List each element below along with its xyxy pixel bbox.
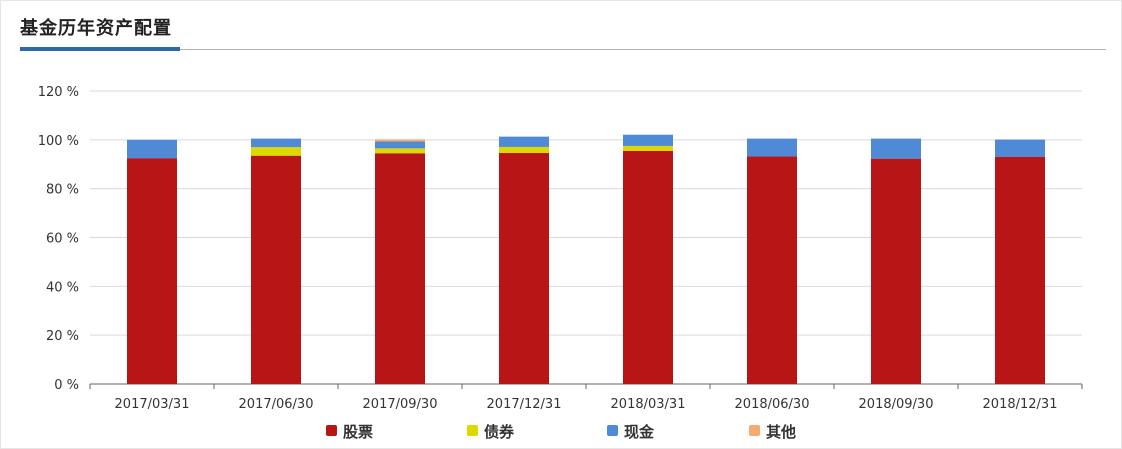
y-tick-label: 60 % [46,232,79,247]
bar-segment [375,139,425,142]
title-divider [20,49,1106,50]
bar-segment [127,139,177,159]
bar-segment [623,134,673,146]
x-tick-label: 2018/03/31 [611,397,686,412]
legend-label: 债券 [484,423,515,441]
x-tick-label: 2018/06/30 [735,397,810,412]
bar-segment [499,153,549,384]
page-title: 基金历年资产配置 [20,18,172,39]
y-tick-label: 120 % [38,85,79,100]
y-tick-label: 0 % [54,378,79,393]
bar-segment [747,138,797,157]
bar-segment [251,155,301,384]
bar-segment [995,156,1045,384]
x-tick-label: 2017/03/31 [115,397,190,412]
y-tick-label: 40 % [46,280,79,295]
bar-segment [623,150,673,384]
bar-segment [251,138,301,148]
x-tick-label: 2017/06/30 [239,397,314,412]
legend-swatch [607,425,618,436]
legend-swatch [467,425,478,436]
bar-segment [871,138,921,159]
legend-swatch [326,425,337,436]
title-accent-bar [20,47,180,51]
bar-segment [499,146,549,154]
x-tick-label: 2018/09/30 [859,397,934,412]
bar-segment [375,148,425,154]
bar-segment [747,156,797,384]
y-tick-label: 100 % [38,134,79,149]
x-tick-label: 2017/09/30 [363,397,438,412]
bar-segment [127,158,177,384]
legend-swatch [749,425,760,436]
x-tick-label: 2017/12/31 [487,397,562,412]
bar-segment [623,145,673,151]
y-tick-label: 20 % [46,329,79,344]
legend-label: 股票 [343,423,373,441]
bar-segment [995,139,1045,157]
legend-label: 现金 [624,423,655,441]
x-tick-label: 2018/12/31 [983,397,1058,412]
bar-segment [251,147,301,156]
bar-segment [375,153,425,384]
legend-label: 其他 [766,423,796,441]
bar-segment [871,158,921,384]
bar-segment [499,136,549,147]
bar-segment [375,141,425,149]
y-tick-label: 80 % [46,183,79,198]
